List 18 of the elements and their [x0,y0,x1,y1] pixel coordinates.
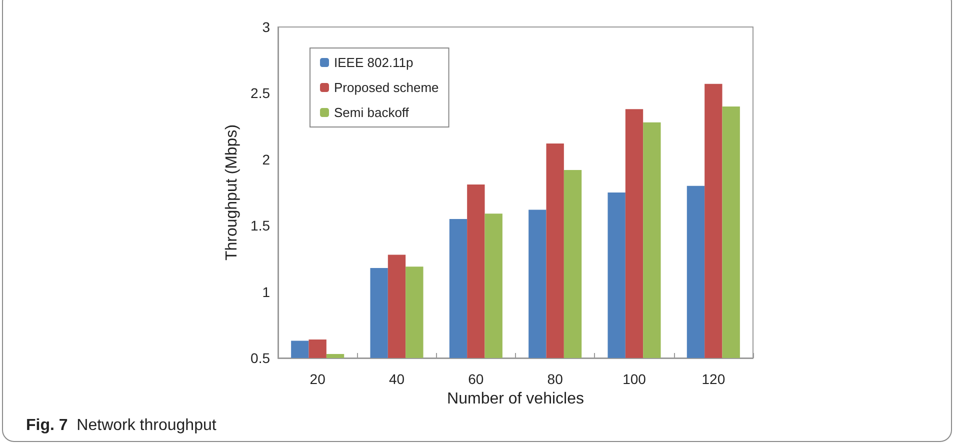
y-axis-title: Throughput (Mbps) [224,124,240,261]
legend-label: Proposed scheme [334,80,439,95]
x-axis-title: Number of vehicles [447,390,584,408]
legend-label: IEEE 802.11p [334,55,414,70]
x-tick-label: 120 [702,371,726,387]
x-tick-label: 80 [547,371,564,387]
caption: Fig. 7 Network throughput [26,417,216,435]
y-tick-label: 1.5 [250,218,270,234]
x-tick-label: 20 [310,371,326,387]
y-tick-label: 2.5 [250,85,270,102]
y-tick-label: 0.5 [250,350,270,366]
x-tick-label: 40 [388,371,405,387]
y-tick-label: 1 [262,284,270,300]
legend-label: Semi backoff [334,105,410,120]
x-tick-label: 60 [468,371,484,387]
y-tick-label: 2 [262,151,270,168]
y-tick-label: 3 [262,19,270,35]
x-tick-label: 100 [622,371,646,387]
